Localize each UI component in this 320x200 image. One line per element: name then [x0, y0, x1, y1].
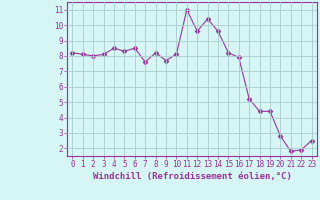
X-axis label: Windchill (Refroidissement éolien,°C): Windchill (Refroidissement éolien,°C) [92, 172, 292, 181]
